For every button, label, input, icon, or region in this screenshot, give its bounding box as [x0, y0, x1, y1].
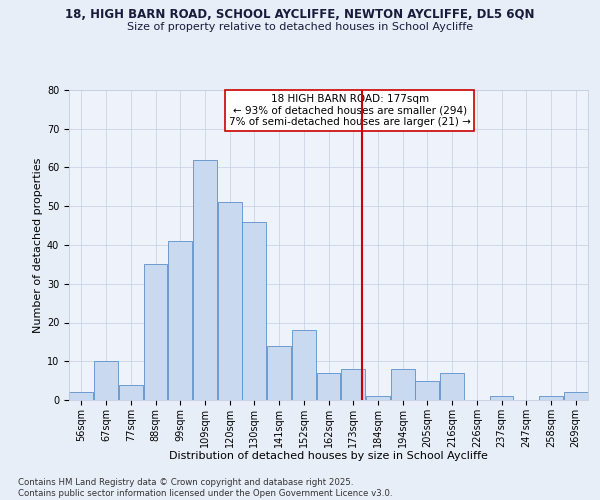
- Text: Contains HM Land Registry data © Crown copyright and database right 2025.
Contai: Contains HM Land Registry data © Crown c…: [18, 478, 392, 498]
- Bar: [490, 396, 514, 400]
- Bar: [563, 392, 587, 400]
- X-axis label: Distribution of detached houses by size in School Aycliffe: Distribution of detached houses by size …: [169, 451, 488, 461]
- Bar: [242, 222, 266, 400]
- Bar: [267, 346, 291, 400]
- Text: 18, HIGH BARN ROAD, SCHOOL AYCLIFFE, NEWTON AYCLIFFE, DL5 6QN: 18, HIGH BARN ROAD, SCHOOL AYCLIFFE, NEW…: [65, 8, 535, 20]
- Bar: [415, 380, 439, 400]
- Bar: [193, 160, 217, 400]
- Bar: [143, 264, 167, 400]
- Bar: [94, 361, 118, 400]
- Bar: [440, 373, 464, 400]
- Y-axis label: Number of detached properties: Number of detached properties: [33, 158, 43, 332]
- Bar: [341, 369, 365, 400]
- Bar: [292, 330, 316, 400]
- Bar: [366, 396, 390, 400]
- Text: 18 HIGH BARN ROAD: 177sqm
← 93% of detached houses are smaller (294)
7% of semi-: 18 HIGH BARN ROAD: 177sqm ← 93% of detac…: [229, 94, 471, 127]
- Bar: [70, 392, 94, 400]
- Bar: [168, 241, 192, 400]
- Bar: [218, 202, 242, 400]
- Text: Size of property relative to detached houses in School Aycliffe: Size of property relative to detached ho…: [127, 22, 473, 32]
- Bar: [317, 373, 340, 400]
- Bar: [539, 396, 563, 400]
- Bar: [391, 369, 415, 400]
- Bar: [119, 384, 143, 400]
